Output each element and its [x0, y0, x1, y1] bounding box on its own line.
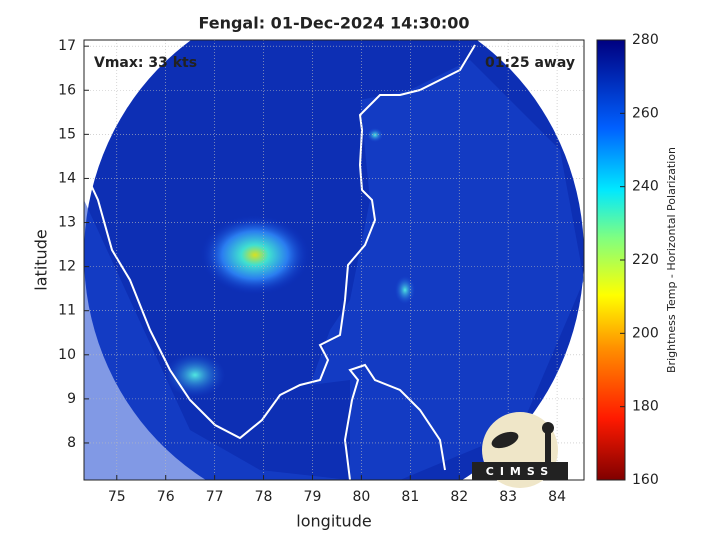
x-tick-label: 81	[401, 489, 419, 505]
y-tick-label: 8	[67, 435, 76, 451]
x-tick-label: 78	[255, 489, 273, 505]
logo-text: CIMSS	[486, 465, 554, 478]
axes: 75 76 77 78 79 80 81 82 83 84 8 9 10 11 12 13 14 15 16 17	[58, 38, 584, 505]
x-tick-label: 80	[352, 489, 370, 505]
logo-dish	[491, 431, 519, 449]
storm-core	[200, 215, 310, 295]
x-tick-label: 83	[499, 489, 517, 505]
colorbar-tick-label: 240	[632, 179, 659, 195]
convection	[367, 128, 383, 142]
annotation: Vmax: 33 kts	[94, 55, 197, 71]
logo: CIMSS	[472, 412, 568, 488]
convection	[395, 276, 415, 304]
y-axis-label: latitude	[32, 229, 51, 290]
x-tick-label: 79	[304, 489, 322, 505]
x-tick-label: 82	[450, 489, 468, 505]
logo-tower	[545, 430, 551, 462]
y-tick-label: 17	[58, 38, 76, 54]
colorbar-label: Brightness Temp - Horizontal Polarizatio…	[665, 147, 678, 373]
x-axis-label: longitude	[296, 512, 371, 531]
y-tick-label: 14	[58, 170, 76, 186]
x-tick-label: 84	[548, 489, 566, 505]
y-tick-label: 13	[58, 215, 76, 231]
y-tick-label: 12	[58, 259, 76, 275]
logo-band	[472, 462, 568, 480]
logo-tower-top	[542, 422, 554, 434]
colorbar-tick-label: 160	[632, 472, 659, 488]
y-tick-label: 10	[58, 347, 76, 363]
chart-title: Fengal: 01-Dec-2024 14:30:00	[198, 14, 469, 33]
coastline	[343, 363, 446, 480]
x-tick-label: 75	[108, 489, 126, 505]
colorbar-tick-label: 280	[632, 32, 659, 48]
annotation: 01:25 away	[485, 55, 575, 71]
colorbar-tick-label: 200	[632, 325, 659, 341]
y-tick-label: 9	[67, 391, 76, 407]
x-tick-label: 77	[206, 489, 224, 505]
colorbar-tick-label: 180	[632, 399, 659, 415]
land-shade	[84, 60, 584, 480]
colorbar-tick-label: 260	[632, 105, 659, 121]
plot-frame	[83, 39, 585, 481]
y-tick-label: 11	[58, 303, 76, 319]
y-tick-label: 16	[58, 82, 76, 98]
coastline	[84, 44, 476, 440]
y-tick-label: 15	[58, 126, 76, 142]
x-tick-label: 76	[157, 489, 175, 505]
colorbar-tick-label: 220	[632, 252, 659, 268]
